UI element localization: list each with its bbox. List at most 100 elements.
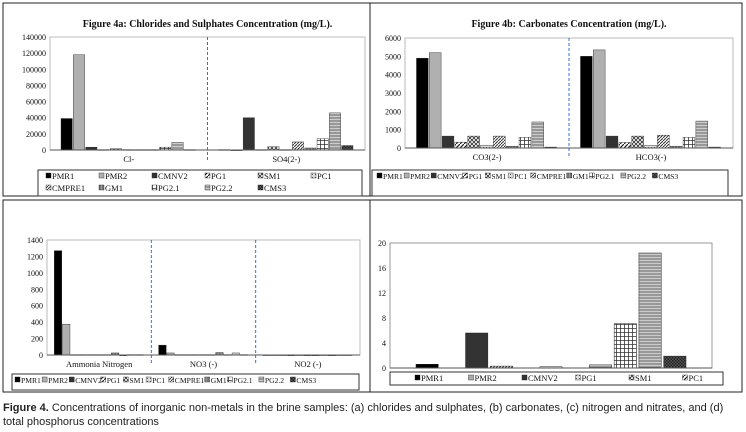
bar-PG1-CO3(2-) — [454, 141, 467, 149]
y-tick-label: 200 — [31, 335, 43, 344]
legend-swatch — [45, 172, 52, 179]
legend-label: PG1 — [582, 373, 597, 383]
legend-swatch — [682, 374, 688, 381]
legend-swatch — [468, 374, 474, 381]
bar-CMNV2-HCO3(-) — [605, 135, 619, 149]
y-tick-label: 40000 — [26, 114, 46, 123]
y-tick-label: 140000 — [22, 33, 46, 42]
bar-CMNV2-CO3(2-) — [441, 135, 455, 149]
legend-label: SM1 — [491, 172, 506, 181]
legend-swatch — [290, 376, 296, 383]
legend-swatch — [652, 172, 658, 179]
legend-swatch — [507, 172, 514, 179]
bar-PMR1-NO3 (-) — [158, 344, 167, 356]
bar-PMR1-Ammonia Nitrogen — [54, 250, 63, 356]
y-tick-label: 1000 — [27, 269, 43, 278]
y-tick-label: 400 — [31, 318, 43, 327]
legend-label: PG1 — [107, 376, 121, 385]
bar-CMS3-SO4(2-) — [341, 145, 354, 151]
bar-SM1-CO3(2-) — [467, 135, 480, 149]
legend-swatch — [68, 376, 75, 383]
legend-swatch — [145, 376, 152, 383]
y-tick-label: 80000 — [26, 81, 46, 90]
y-tick-label: 1400 — [27, 236, 43, 245]
legend-swatch — [310, 172, 317, 179]
bar-PMR1-CO3(2-) — [416, 57, 429, 149]
legend-swatch — [257, 172, 264, 179]
bar-PMR2-Ammonia Nitrogen — [62, 323, 71, 356]
legend — [371, 169, 729, 197]
y-tick-label: 0 — [42, 146, 46, 155]
legend-label: PG2.2 — [265, 376, 284, 385]
bar-PMR2-HCO3(-) — [593, 49, 606, 149]
legend-swatch — [123, 376, 129, 383]
legend-label: PG2.1 — [158, 183, 180, 193]
legend-swatch — [376, 172, 383, 179]
legend-label: PMR2 — [475, 373, 497, 383]
y-tick-label: 600 — [31, 302, 43, 311]
x-tick-label: NO2 (-) — [294, 359, 321, 369]
legend-swatch — [462, 172, 468, 179]
legend-label: SM1 — [635, 373, 652, 383]
legend-label: PG2.2 — [211, 183, 233, 193]
y-tick-label: 4 — [382, 339, 386, 348]
y-tick-label: 4000 — [385, 71, 401, 80]
legend-label: SM1 — [264, 171, 281, 181]
legend-swatch — [431, 172, 437, 179]
bar-PMR1-Cl- — [60, 118, 73, 151]
bar-PG2.2-CO3(2-) — [531, 121, 544, 149]
legend-swatch — [485, 172, 491, 179]
bar-PG2.2-SO4(2-) — [329, 112, 341, 151]
y-tick-label: 3000 — [385, 89, 401, 98]
chart-title: Figure 4a: Chlorides and Sulphates Conce… — [83, 19, 333, 30]
y-tick-label: 5000 — [385, 52, 401, 61]
bar-10 — [638, 252, 662, 369]
bar-PG2.1-SO4(2-) — [316, 138, 329, 151]
legend-swatch — [530, 172, 536, 179]
bar-PMR2-Cl- — [73, 54, 85, 151]
legend-swatch — [403, 172, 410, 179]
bar-PG2.1-HCO3(-) — [682, 137, 696, 149]
bar-PMR1-HCO3(-) — [580, 56, 593, 149]
panel-border — [2, 2, 371, 197]
bar-CMPRE1-HCO3(-) — [657, 134, 670, 149]
y-tick-label: 800 — [31, 285, 43, 294]
legend-label: CMNV2 — [437, 172, 464, 181]
legend-swatch — [414, 374, 421, 381]
x-tick-label: NO3 (-) — [190, 359, 217, 369]
legend-swatch — [620, 172, 627, 179]
y-tick-label: 1000 — [385, 126, 401, 135]
legend-label: GM1 — [573, 172, 589, 181]
legend-label: CMPRE1 — [52, 183, 85, 193]
legend-swatch — [204, 172, 211, 179]
legend-label: PMR2 — [410, 172, 430, 181]
legend-label: PMR2 — [105, 171, 127, 181]
y-tick-label: 20 — [378, 239, 386, 248]
bar-SM1-HCO3(-) — [631, 135, 644, 149]
legend-swatch — [204, 376, 210, 383]
legend-swatch — [45, 184, 52, 191]
x-tick-label: SO4(2-) — [272, 154, 300, 164]
figure-caption: Figure 4. Concentrations of inorganic no… — [3, 401, 745, 429]
legend-label: CMS3 — [296, 376, 316, 385]
bar-CMPRE1-CO3(2-) — [493, 135, 506, 149]
bar-PG2.2-HCO3(-) — [695, 120, 708, 149]
legend — [389, 371, 724, 386]
legend-label: PC1 — [152, 376, 165, 385]
y-tick-label: 100000 — [22, 65, 46, 74]
legend-swatch — [575, 374, 581, 381]
legend-swatch — [168, 376, 175, 383]
chart-panel-0: Figure 4a: Chlorides and Sulphates Conce… — [2, 2, 371, 197]
legend-label: SM1 — [129, 376, 144, 385]
bar-CMPRE1-SO4(2-) — [292, 141, 304, 151]
y-tick-label: 16 — [378, 264, 386, 273]
legend-label: CMPRE1 — [175, 376, 205, 385]
y-tick-label: 0 — [397, 144, 401, 153]
legend-swatch — [628, 374, 635, 381]
legend-swatch — [98, 172, 105, 179]
legend-swatch — [41, 376, 48, 383]
legend-label: PG1 — [211, 171, 226, 181]
legend-swatch — [14, 376, 21, 383]
legend-label: CMNV2 — [158, 171, 188, 181]
legend-swatch — [98, 184, 105, 191]
